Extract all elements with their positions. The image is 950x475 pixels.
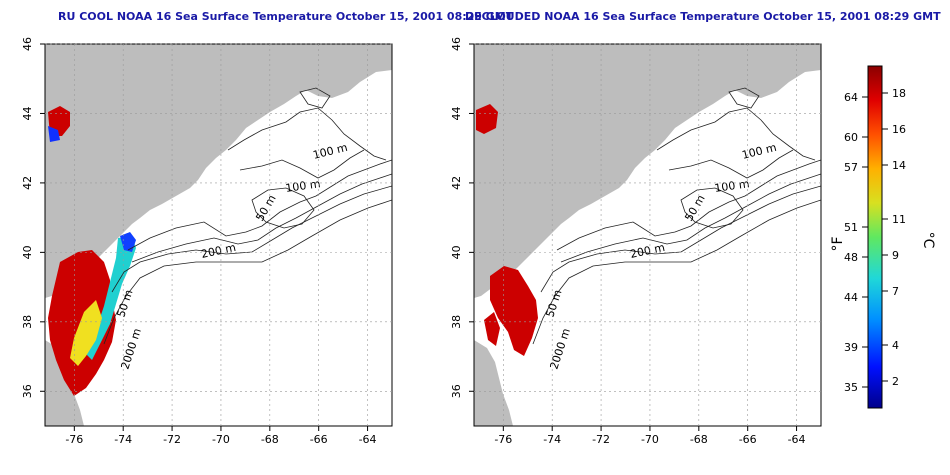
right-grid	[474, 43, 821, 426]
right-lat-tick-label-1: 44	[450, 106, 463, 120]
right-panel-title: DECLOUDED NOAA 16 Sea Surface Temperatur…	[465, 10, 941, 23]
celsius-tick-label-7: 2	[892, 375, 899, 388]
celsius-tick-label-0: 18	[892, 87, 906, 100]
right-lat-tick-label-4: 38	[450, 315, 463, 329]
left-sst-blue-north	[48, 126, 60, 142]
celsius-tick-label-6: 4	[892, 339, 899, 352]
celsius-unit-label: °C	[920, 232, 936, 249]
right-lon-tick-label-4: -68	[690, 433, 708, 446]
left-lon-tick-label-3: -70	[212, 433, 230, 446]
right-map-frame	[473, 43, 822, 427]
left-lon-tick-label-5: -66	[310, 433, 328, 446]
right-lon-tick-label-0: -76	[494, 433, 512, 446]
left-lon-tick-label-1: -74	[114, 433, 132, 446]
left-lon-tick-label-6: -64	[359, 433, 377, 446]
fahrenheit-tick-label-7: 35	[844, 381, 858, 394]
right-lon-tick-label-6: -64	[788, 433, 806, 446]
left-contour-label-100m-mid: 100 m	[285, 177, 322, 195]
right-sst-red-north	[476, 104, 498, 134]
left-map-panel: 100 m 100 m 50 m 200 m 50 m 2000 m -76 -7…	[21, 37, 393, 446]
left-axis-ticks: -76 -74 -72 -70 -68 -66 -64 46 44 42 40 38 36	[21, 37, 377, 446]
fahrenheit-tick-label-4: 48	[844, 251, 858, 264]
left-lat-tick-label-5: 36	[21, 384, 34, 398]
right-lat-tick-label-0: 46	[450, 37, 463, 51]
left-sst-yellow-band	[70, 300, 102, 366]
fahrenheit-tick-label-0: 64	[844, 91, 858, 104]
right-lon-tick-label-2: -72	[592, 433, 610, 446]
fahrenheit-tick-label-1: 60	[844, 131, 858, 144]
left-lat-tick-label-1: 44	[21, 106, 34, 120]
celsius-tick-label-5: 7	[892, 285, 899, 298]
celsius-tick-label-3: 11	[892, 213, 906, 226]
celsius-tick-label-1: 16	[892, 123, 906, 136]
right-contour-label-100m-mid: 100 m	[714, 177, 751, 195]
celsius-tick-label-4: 9	[892, 249, 899, 262]
right-lon-tick-label-3: -70	[641, 433, 659, 446]
fahrenheit-tick-label-6: 39	[844, 341, 858, 354]
right-map-panel: 100 m 100 m 50 m 200 m 50 m 2000 m -76 -7…	[450, 37, 822, 446]
colorbar-gradient	[867, 65, 883, 409]
right-axis-ticks: -76 -74 -72 -70 -68 -66 -64 46 44 42 40 38 36	[450, 37, 806, 446]
left-lon-tick-label-4: -68	[261, 433, 279, 446]
temperature-colorbar: 18 16 14 11 9 7 4 2 64 60 57 51 48 44 39 35 °F °C	[830, 65, 936, 409]
right-land-mass	[474, 44, 821, 298]
left-lat-tick-label-0: 46	[21, 37, 34, 51]
left-lat-tick-label-3: 40	[21, 245, 34, 259]
fahrenheit-tick-label-5: 44	[844, 291, 858, 304]
left-sst-blue-band	[120, 232, 136, 252]
left-map-frame	[44, 43, 393, 427]
right-lon-tick-label-5: -66	[739, 433, 757, 446]
right-lon-tick-label-1: -74	[543, 433, 561, 446]
fahrenheit-tick-label-3: 51	[844, 221, 858, 234]
right-lat-tick-label-3: 40	[450, 245, 463, 259]
left-panel-title: RU COOL NOAA 16 Sea Surface Temperature …	[58, 10, 514, 23]
left-lon-tick-label-2: -72	[163, 433, 181, 446]
right-sst-red-coast	[490, 266, 538, 356]
left-bathymetry-contours	[103, 87, 392, 345]
left-lat-tick-label-2: 42	[21, 176, 34, 190]
left-lat-tick-label-4: 38	[21, 315, 34, 329]
fahrenheit-unit-label: °F	[830, 236, 846, 251]
right-lat-tick-label-5: 36	[450, 384, 463, 398]
fahrenheit-tick-label-2: 57	[844, 161, 858, 174]
left-land-mass	[45, 44, 392, 298]
colorbar-ticks: 18 16 14 11 9 7 4 2 64 60 57 51 48 44 39 35	[844, 87, 906, 394]
right-bathymetry-contours	[532, 87, 821, 345]
right-sst-red-bay	[484, 312, 500, 346]
left-lon-tick-label-0: -76	[65, 433, 83, 446]
celsius-tick-label-2: 14	[892, 159, 906, 172]
left-grid	[45, 43, 392, 426]
right-lat-tick-label-2: 42	[450, 176, 463, 190]
